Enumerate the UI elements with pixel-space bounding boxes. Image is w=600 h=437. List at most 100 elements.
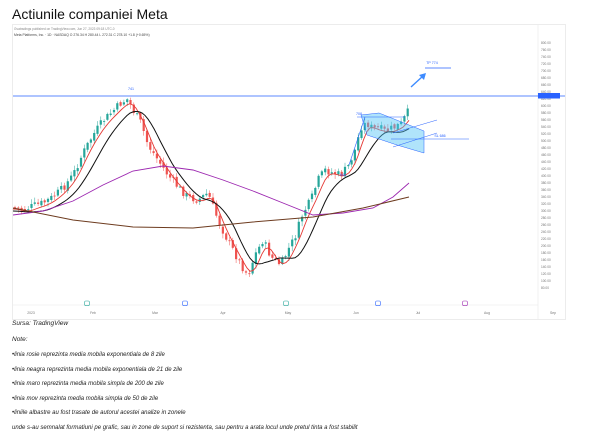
candle-body [86,142,89,150]
time-tick-label: Apr [220,311,226,315]
candle-body [89,139,92,143]
chart-publisher-line: Gvatradings published on TradingView.com… [14,27,115,31]
time-tick-label: Jul [416,311,421,315]
candle-body [159,159,162,164]
price-tick-label: 440.00 [541,160,551,164]
candle-body [43,200,46,203]
candle-body [386,128,389,131]
candle-body [327,169,330,175]
time-tick-label: Mar [152,311,159,315]
last-price-badge [538,93,560,99]
label-644: 644 [340,173,346,177]
candle-body [103,121,106,122]
price-tick-label: 160.00 [541,258,551,262]
candle-body [383,126,386,129]
candle-body [27,209,30,211]
candle-body [218,215,221,226]
price-tick-label: 700.00 [541,69,551,73]
candle-body [271,254,274,258]
event-marker-icon [182,300,188,306]
price-tick-label: 480.00 [541,146,551,150]
candle-body [400,121,403,125]
candle-body [83,148,86,158]
sma200-line [13,196,410,229]
candle-body [37,202,40,204]
price-tick-label: 660.00 [541,83,551,87]
candle-body [46,198,50,202]
candle-body [343,166,347,177]
chart-svg: 800.00 760.00 740.00 720.00 700.00 680.00 660.… [13,25,565,319]
candle-body [66,181,69,191]
price-tick-label: 100.00 [541,279,551,283]
candle-body [357,137,360,151]
price-tick-label: 540.00 [541,125,551,129]
candle-body [241,260,244,272]
candle-body [13,207,17,208]
candle-body [205,193,208,196]
price-tick-label: 300.00 [541,209,551,213]
note-ema8: •linia rosie reprezinta media mobila exp… [12,352,165,358]
candle-body [376,126,380,128]
price-tick-label: 420.00 [541,167,551,171]
candle-body [353,149,356,161]
candle-body [363,122,366,131]
candle-body [350,160,353,165]
candle-body [390,125,393,130]
candle-body [165,167,168,175]
candle-body [231,240,234,248]
candle-body [202,195,205,198]
event-marker-icon [462,300,468,306]
candle-body [235,248,238,260]
candle-body [119,102,122,106]
time-tick-label: May [285,311,292,315]
label-708: 708 [356,112,362,116]
price-tick-label: 120.00 [541,272,551,276]
candle-body [162,162,165,168]
candle-body [99,120,102,125]
price-tick-label: 200.00 [541,244,551,248]
price-tick-label: 800.00 [541,41,551,45]
candle-body [195,201,198,203]
candle-body [393,124,396,129]
time-tick-label: Aug [484,311,490,315]
event-marker-icon [84,300,90,306]
candle-body [145,130,149,143]
candle-body [221,226,224,234]
candle-body [284,256,287,258]
note-blue-lines-cont: unde s-au semnalat formatiuni pe grafic,… [12,425,358,431]
time-tick-label: Feb [90,311,96,315]
chart-symbol-line: Meta Platforms, Inc. · 1D · NASDAQ O 276… [14,33,150,37]
candle-body [380,125,383,129]
candle-body [215,202,218,216]
candle-body [320,171,323,176]
candle-body [182,186,185,196]
note-sma200: •linia maro reprezinta media mobila simp… [12,381,164,387]
candle-body [281,258,284,265]
candle-body [406,108,409,117]
trendline-left [348,116,366,166]
candle-body [340,171,343,177]
candle-body [112,109,116,113]
candle-body [373,125,376,128]
candle-body [70,175,73,181]
price-tick-label: 460.00 [541,153,551,157]
candle-body [330,172,333,174]
candle-body [238,259,241,261]
candle-body [244,271,248,273]
price-tick-label: 620.00 [541,97,551,101]
candle-body [208,192,211,197]
candle-body [60,186,63,190]
candle-body [258,246,261,254]
event-marker-icon [283,300,289,306]
time-tick-label: Jun [353,311,359,315]
candle-body [132,104,135,114]
price-tick-label: 560.00 [541,118,551,122]
candle-body [310,193,314,200]
price-tick-label: 240.00 [541,230,551,234]
note-blue-lines: •liniile albastre au fost trasate de aut… [12,410,186,416]
candle-body [254,252,257,265]
candle-body [149,142,152,150]
candle-body [106,113,109,120]
source-caption: Sursa: TradingView [12,320,69,327]
event-marker-icon [375,300,381,306]
